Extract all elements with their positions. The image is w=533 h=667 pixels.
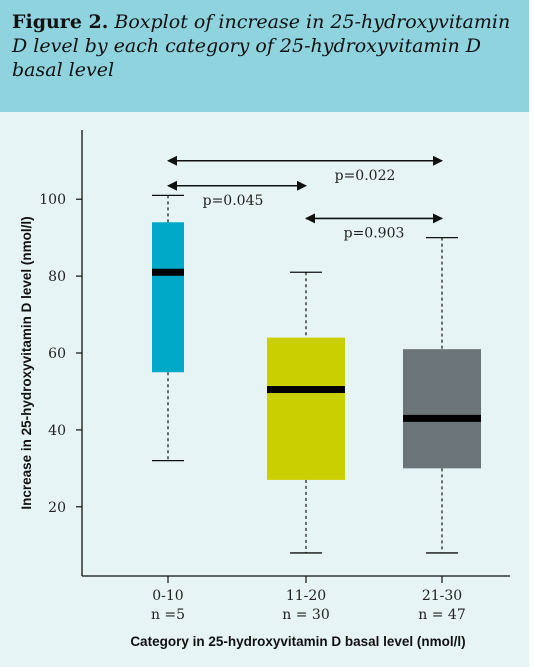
y-tick-label: 60: [48, 346, 66, 362]
x-tick-label: 21-30: [422, 588, 462, 604]
x-tick-label: 11-20: [286, 588, 326, 604]
y-tick-label: 100: [39, 192, 66, 208]
p-value-label: p=0.045: [203, 193, 264, 209]
sample-size-label: n = 30: [282, 607, 329, 623]
median-line: [152, 268, 184, 276]
y-tick-label: 80: [48, 269, 66, 285]
median-line: [403, 414, 481, 422]
boxplot-chart: 20 40 60 80 100 Increase in 25-hydroxyvitamin…: [19, 130, 510, 649]
median-line: [267, 386, 345, 394]
figure-header: Figure 2. Boxplot of increase in 25-hydr…: [0, 0, 529, 112]
box-11-20: [267, 337, 345, 480]
figure-caption: Figure 2. Boxplot of increase in 25-hydr…: [12, 10, 517, 82]
y-axis-label: Increase in 25-hydroxyvitamin D level (n…: [19, 216, 34, 509]
p-value-label: p=0.022: [335, 168, 396, 184]
sample-size-label: n = 47: [418, 607, 465, 623]
figure-caption-label: Figure 2.: [12, 11, 109, 33]
box-0-10: [152, 222, 184, 373]
x-tick-label: 0-10: [152, 588, 183, 604]
figure-caption-text: Boxplot of increase in 25-hydroxyvitamin…: [12, 11, 511, 81]
p-value-label: p=0.903: [344, 225, 405, 241]
y-tick-label: 40: [48, 423, 66, 439]
box-21-30: [403, 349, 481, 469]
x-axis-label: Category in 25-hydroxyvitamin D basal le…: [130, 634, 465, 649]
y-tick-label: 20: [48, 500, 66, 516]
sample-size-label: n =5: [151, 607, 185, 623]
